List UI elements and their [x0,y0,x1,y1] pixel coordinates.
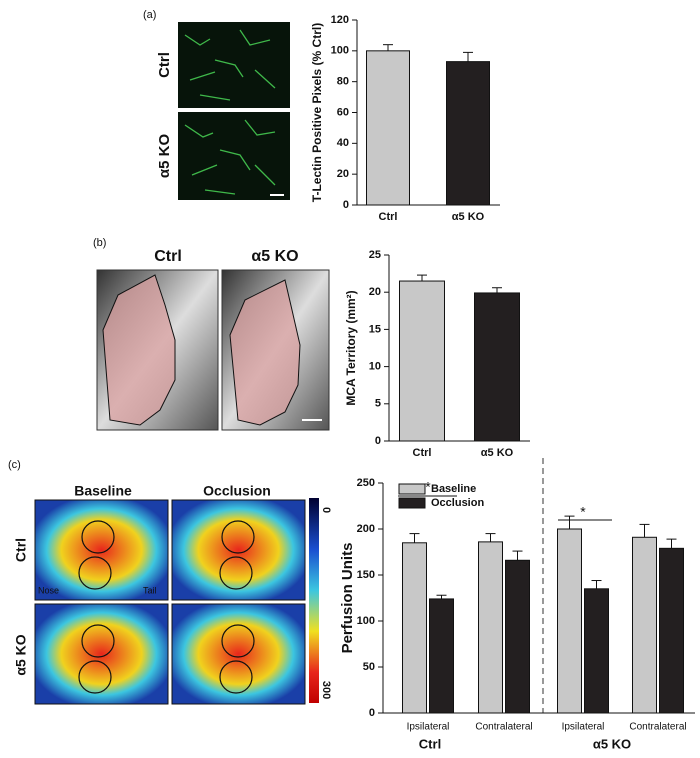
x-tick-label: Ipsilateral [407,722,450,733]
colorbar [309,498,319,703]
bar [402,542,427,714]
y-tick-label: 0 [375,435,381,447]
bar [399,280,445,442]
y-tick-label: 60 [337,106,349,118]
y-tick-label: 120 [331,14,349,26]
bar [446,61,490,206]
row-label: Ctrl [156,52,173,78]
significance: * [425,479,431,495]
x-tick-label: Ctrl [413,447,432,459]
legend-swatch [398,497,426,509]
x-tick-label: α5 KO [452,211,485,223]
image-label: Nose [38,585,59,595]
panel-label: (a) [143,9,156,21]
x-tick-label: Contralateral [629,722,686,733]
bar [557,528,582,714]
panel-label: (c) [8,459,21,471]
legend-label: Baseline [431,483,476,495]
y-tick-label: 100 [357,615,375,627]
group-label: α5 KO [593,736,631,751]
y-tick-label: 200 [357,523,375,535]
x-tick-label: Ipsilateral [562,722,605,733]
row-label: α5 KO [13,634,29,675]
vessels [184,29,276,195]
y-tick-label: 80 [337,76,349,88]
micrograph [178,112,290,200]
y-axis-label: T-Lectin Positive Pixels (% Ctrl) [310,23,324,202]
bar [474,292,520,442]
x-tick-label: Ctrl [379,211,398,223]
mca-territory [229,279,301,426]
x-tick-label: α5 KO [481,447,514,459]
colorbar-label: 300 [320,681,332,699]
column-label: Baseline [74,483,132,499]
y-tick-label: 150 [357,569,375,581]
image-label: Tail [143,585,157,595]
bar [429,598,454,714]
y-tick-label: 0 [369,707,375,719]
y-tick-label: 0 [343,199,349,211]
y-tick-label: 15 [369,323,381,335]
bar [632,536,657,714]
y-axis-label: MCA Territory (mm²) [344,290,358,405]
y-tick-label: 100 [331,45,349,57]
y-tick-label: 25 [369,249,381,261]
perfusion-images [34,499,306,705]
bar [478,541,503,714]
significance: * [580,504,586,520]
mca-territory [102,274,176,426]
y-tick-label: 5 [375,398,381,410]
row-label: Ctrl [13,538,29,562]
x-tick-label: Contralateral [475,722,532,733]
panel-label: (b) [93,237,106,249]
legend-label: Occlusion [431,497,484,509]
y-tick-label: 20 [337,168,349,180]
y-axis-label: Perfusion Units [339,543,356,654]
y-tick-label: 10 [369,361,381,373]
column-label: Occlusion [203,483,271,499]
colorbar-label: 0 [320,507,332,513]
column-label: Ctrl [154,248,182,265]
column-label: α5 KO [251,248,298,265]
bar [584,588,609,714]
legend-swatch [398,483,426,495]
y-tick-label: 40 [337,137,349,149]
bar [659,547,684,714]
bar [505,559,530,714]
bar [366,50,410,206]
y-tick-label: 250 [357,477,375,489]
group-label: Ctrl [419,736,441,751]
row-label: α5 KO [156,134,173,179]
y-tick-label: 20 [369,286,381,298]
y-tick-label: 50 [363,661,375,673]
